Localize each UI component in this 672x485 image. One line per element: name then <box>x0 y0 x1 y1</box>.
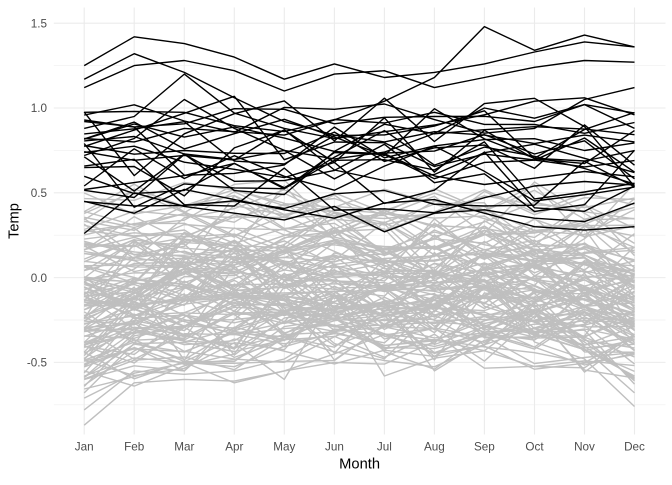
svg-text:1.0: 1.0 <box>31 102 48 115</box>
svg-text:Month: Month <box>339 457 380 473</box>
svg-text:Sep: Sep <box>474 441 495 454</box>
svg-text:Apr: Apr <box>225 441 243 454</box>
svg-text:0.5: 0.5 <box>31 187 48 200</box>
svg-text:Jul: Jul <box>377 441 392 454</box>
svg-text:-0.5: -0.5 <box>27 357 48 370</box>
svg-text:Jun: Jun <box>325 441 344 454</box>
svg-text:May: May <box>273 441 295 454</box>
svg-text:Oct: Oct <box>525 441 544 454</box>
svg-text:Dec: Dec <box>624 441 645 454</box>
svg-text:Jan: Jan <box>75 441 94 454</box>
svg-text:Aug: Aug <box>424 441 445 454</box>
svg-text:Feb: Feb <box>124 441 145 454</box>
svg-text:Temp: Temp <box>7 203 23 239</box>
svg-text:Mar: Mar <box>174 441 194 454</box>
svg-text:0.0: 0.0 <box>31 272 48 285</box>
svg-text:Nov: Nov <box>574 441 595 454</box>
svg-text:1.5: 1.5 <box>31 17 48 30</box>
